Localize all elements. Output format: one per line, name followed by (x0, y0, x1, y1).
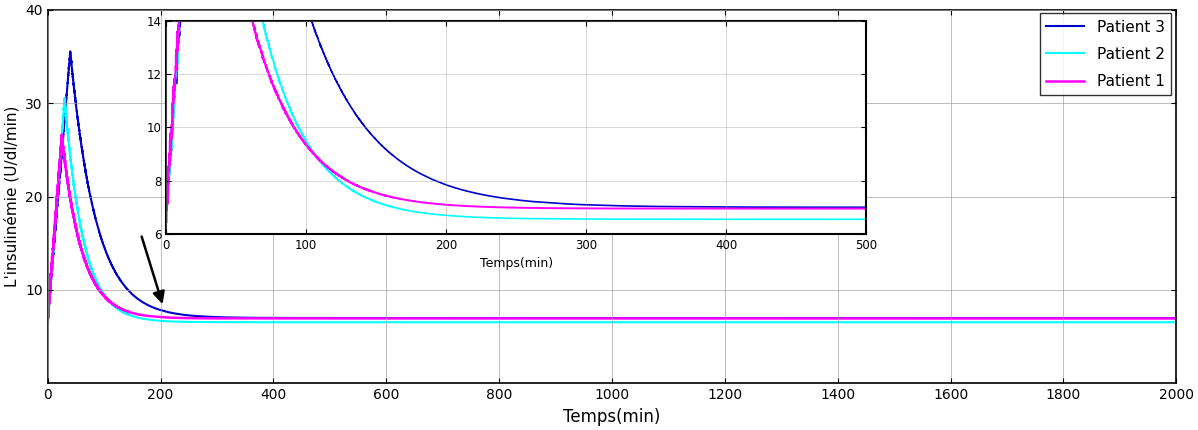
Patient 3 (1055, 316, 1070, 321)
Patient 3 (63, 49, 78, 54)
Patient 3 (41, 314, 55, 319)
Patient 2 (58, 95, 72, 101)
Patient 3 (724, 316, 738, 321)
Patient 2 (1096, 319, 1111, 325)
Legend: Patient 3, Patient 2, Patient 1: Patient 3, Patient 2, Patient 1 (1040, 13, 1170, 95)
Patient 1 (1096, 316, 1111, 321)
Patient 1 (41, 317, 55, 322)
Patient 2 (724, 319, 738, 325)
Patient 2 (1169, 319, 1184, 325)
Patient 3 (322, 316, 337, 321)
X-axis label: Temps(min): Temps(min) (563, 408, 661, 426)
Patient 1 (574, 316, 588, 321)
Patient 1 (1169, 316, 1184, 321)
Patient 3 (574, 316, 588, 321)
Line: Patient 2: Patient 2 (48, 98, 1176, 323)
Patient 1 (848, 316, 863, 321)
Patient 1 (724, 316, 738, 321)
Patient 3 (1169, 316, 1184, 321)
Patient 2 (41, 321, 55, 326)
Patient 3 (766, 316, 780, 321)
Patient 1 (322, 316, 337, 321)
Patient 2 (766, 319, 780, 325)
Patient 2 (848, 319, 863, 325)
Patient 3 (1096, 316, 1111, 321)
Patient 2 (41, 319, 55, 324)
Patient 2 (322, 319, 337, 325)
Patient 2 (575, 319, 589, 325)
Patient 1 (766, 316, 780, 321)
Line: Patient 1: Patient 1 (48, 134, 1176, 320)
Patient 1 (55, 132, 69, 137)
Y-axis label: L'insulinémie (U/dl/min): L'insulinémie (U/dl/min) (4, 106, 19, 287)
Patient 3 (848, 316, 863, 321)
Line: Patient 3: Patient 3 (48, 51, 1176, 318)
